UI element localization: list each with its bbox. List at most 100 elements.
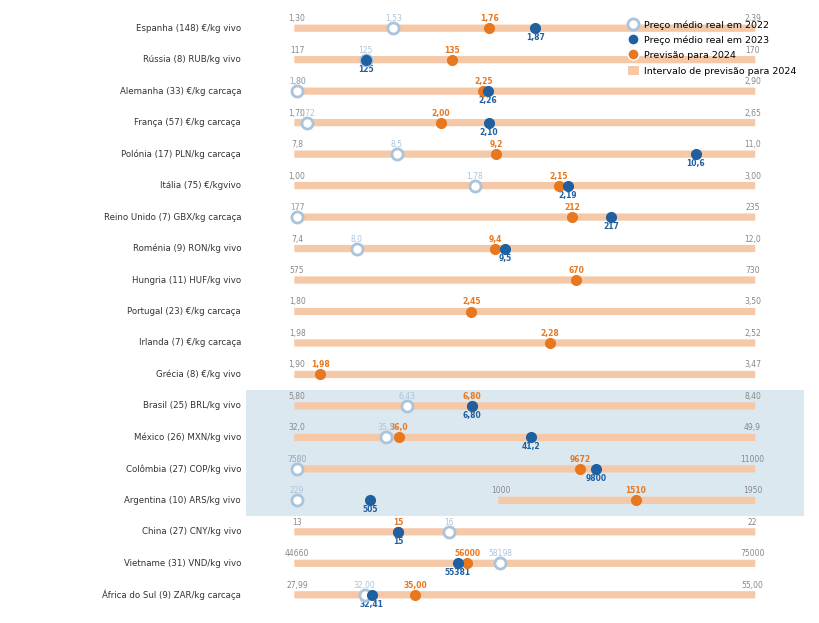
Text: 75000: 75000 — [740, 549, 764, 558]
Text: 7,4: 7,4 — [291, 234, 303, 244]
Text: 35,5: 35,5 — [378, 424, 394, 432]
Text: 2,39: 2,39 — [743, 14, 760, 23]
Text: 125: 125 — [358, 65, 373, 74]
Text: 9,2: 9,2 — [489, 140, 502, 149]
Text: 177: 177 — [289, 203, 304, 212]
FancyBboxPatch shape — [294, 434, 754, 441]
Text: 6,80: 6,80 — [462, 392, 481, 401]
Text: 10,6: 10,6 — [686, 159, 704, 168]
Text: 1,87: 1,87 — [525, 33, 544, 42]
FancyBboxPatch shape — [294, 151, 754, 158]
Text: 2,26: 2,26 — [477, 96, 496, 105]
Text: 7580: 7580 — [287, 455, 306, 464]
FancyBboxPatch shape — [294, 559, 754, 567]
Text: Irlanda (7) €/kg carcaça: Irlanda (7) €/kg carcaça — [138, 338, 241, 348]
Text: 1,80: 1,80 — [288, 77, 305, 86]
Text: 730: 730 — [744, 266, 759, 275]
Bar — [246, 453, 803, 485]
Text: 22: 22 — [747, 518, 756, 527]
FancyBboxPatch shape — [294, 277, 754, 283]
Text: 235: 235 — [744, 203, 759, 212]
Text: Brasil (25) BRL/kg vivo: Brasil (25) BRL/kg vivo — [143, 401, 241, 411]
Text: Espanha (148) €/kg vivo: Espanha (148) €/kg vivo — [136, 24, 241, 32]
FancyBboxPatch shape — [294, 24, 754, 32]
Text: 6,80: 6,80 — [462, 411, 481, 420]
Text: 1,72: 1,72 — [298, 108, 314, 118]
FancyBboxPatch shape — [294, 402, 754, 409]
Text: 32,0: 32,0 — [288, 424, 305, 432]
Text: 7,8: 7,8 — [291, 140, 303, 149]
Text: 9672: 9672 — [568, 455, 590, 464]
Text: 575: 575 — [289, 266, 304, 275]
Text: 1,98: 1,98 — [288, 329, 305, 338]
Text: 32,00: 32,00 — [354, 581, 375, 590]
Text: 217: 217 — [603, 222, 618, 231]
Text: 1,98: 1,98 — [310, 361, 329, 369]
Text: 27,99: 27,99 — [286, 581, 308, 590]
Text: Vietname (31) VND/kg vivo: Vietname (31) VND/kg vivo — [124, 559, 241, 568]
Text: China (27) CNY/kg vivo: China (27) CNY/kg vivo — [142, 527, 241, 536]
Text: Hungria (11) HUF/kg vivo: Hungria (11) HUF/kg vivo — [132, 275, 241, 285]
Text: 2,65: 2,65 — [743, 108, 760, 118]
Text: Reino Unido (7) GBX/kg carcaça: Reino Unido (7) GBX/kg carcaça — [103, 212, 241, 222]
Text: 1,78: 1,78 — [466, 171, 482, 181]
Text: 11,0: 11,0 — [743, 140, 760, 149]
Text: 1950: 1950 — [742, 487, 761, 495]
Text: 117: 117 — [290, 45, 304, 55]
Text: 11000: 11000 — [740, 455, 763, 464]
FancyBboxPatch shape — [294, 245, 754, 252]
Text: 670: 670 — [568, 266, 583, 275]
FancyBboxPatch shape — [294, 214, 754, 221]
Text: 2,19: 2,19 — [558, 191, 577, 199]
FancyBboxPatch shape — [294, 591, 754, 599]
Text: 1,30: 1,30 — [288, 14, 305, 23]
Text: 212: 212 — [563, 203, 579, 212]
Text: 15: 15 — [392, 518, 403, 527]
Text: Argentina (10) ARS/kg vivo: Argentina (10) ARS/kg vivo — [124, 496, 241, 505]
Text: 135: 135 — [443, 45, 459, 55]
Text: França (57) €/kg carcaça: França (57) €/kg carcaça — [134, 118, 241, 127]
Text: Portugal (23) €/kg carcaça: Portugal (23) €/kg carcaça — [127, 307, 241, 316]
Text: 2,45: 2,45 — [461, 297, 480, 307]
Text: 1,80: 1,80 — [288, 297, 305, 307]
Text: 8,5: 8,5 — [390, 140, 402, 149]
Text: 55381: 55381 — [445, 568, 470, 578]
Text: 56000: 56000 — [454, 549, 480, 558]
Text: 7580: 7580 — [287, 455, 306, 464]
Text: 177: 177 — [289, 203, 304, 212]
Text: 2,00: 2,00 — [431, 108, 450, 118]
FancyBboxPatch shape — [294, 88, 754, 95]
Text: 505: 505 — [362, 505, 378, 515]
Text: 6,43: 6,43 — [399, 392, 415, 401]
Text: 3,47: 3,47 — [743, 361, 760, 369]
Text: 13: 13 — [292, 518, 301, 527]
Text: 55,00: 55,00 — [740, 581, 762, 590]
Text: 9,5: 9,5 — [498, 254, 511, 262]
FancyBboxPatch shape — [294, 340, 754, 346]
Text: Polónia (17) PLN/kg carcaça: Polónia (17) PLN/kg carcaça — [121, 150, 241, 159]
FancyBboxPatch shape — [294, 371, 754, 378]
Text: 12,0: 12,0 — [743, 234, 760, 244]
Bar — [246, 390, 803, 422]
Text: 1,70: 1,70 — [288, 108, 305, 118]
FancyBboxPatch shape — [294, 465, 754, 472]
Text: 5,80: 5,80 — [288, 392, 305, 401]
Text: África do Sul (9) ZAR/kg carcaça: África do Sul (9) ZAR/kg carcaça — [102, 589, 241, 600]
Text: 2,52: 2,52 — [743, 329, 760, 338]
Text: 32,41: 32,41 — [360, 600, 383, 609]
FancyBboxPatch shape — [294, 528, 754, 535]
Text: 41,2: 41,2 — [521, 442, 540, 452]
Text: 3,50: 3,50 — [743, 297, 760, 307]
Text: 36,0: 36,0 — [389, 424, 408, 432]
Text: 2,10: 2,10 — [479, 128, 498, 136]
Text: 9800: 9800 — [585, 474, 606, 483]
Legend: Preço médio real em 2022, Preço médio real em 2023, Previsão para 2024, Interval: Preço médio real em 2022, Preço médio re… — [624, 17, 798, 78]
Text: 1,53: 1,53 — [384, 14, 401, 23]
Text: 125: 125 — [358, 45, 373, 55]
Text: 2,90: 2,90 — [743, 77, 760, 86]
Text: 1,00: 1,00 — [288, 171, 305, 181]
Text: Itália (75) €/kgvivo: Itália (75) €/kgvivo — [160, 181, 241, 190]
Text: 16: 16 — [444, 518, 453, 527]
Bar — [246, 485, 803, 516]
Text: Roménia (9) RON/kg vivo: Roménia (9) RON/kg vivo — [133, 244, 241, 254]
